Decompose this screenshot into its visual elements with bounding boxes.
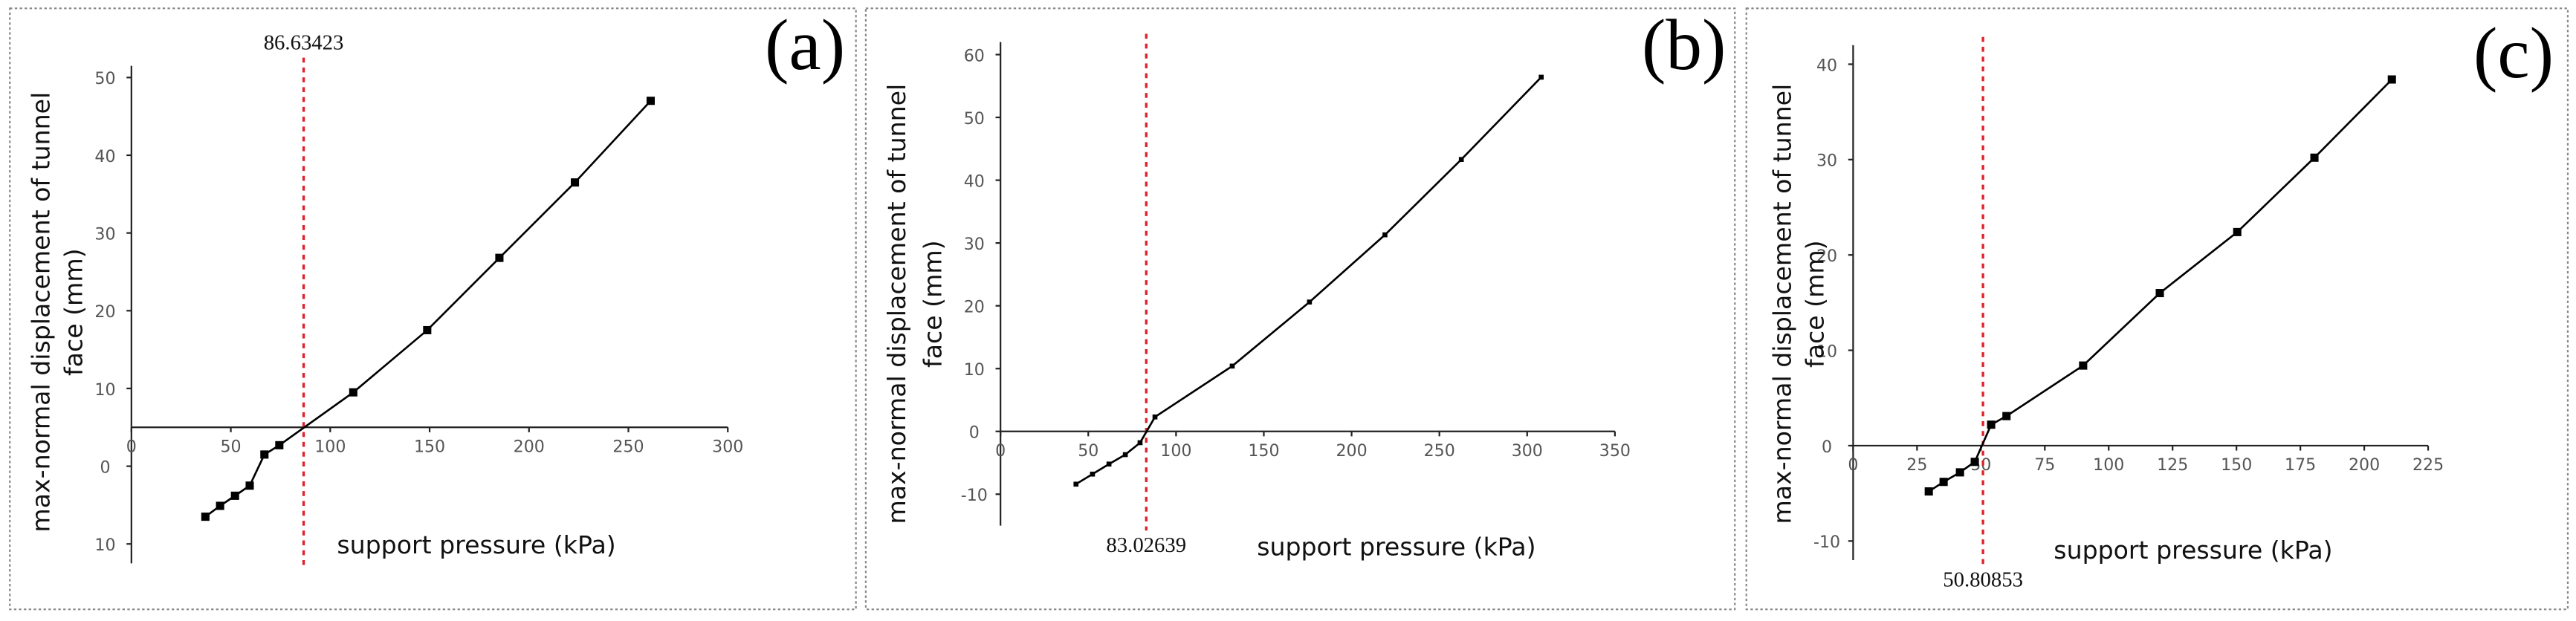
- panel-frame: [864, 7, 1736, 611]
- y-tick-label: 20: [94, 302, 115, 322]
- data-point: [571, 178, 580, 187]
- x-axis-label: support pressure (kPa): [2054, 536, 2332, 565]
- x-tick-label: 250: [1424, 441, 1455, 461]
- y-tick-label: 50: [94, 69, 115, 88]
- data-point: [1122, 452, 1128, 458]
- data-line: [1928, 79, 2393, 492]
- x-tick-label: 200: [2349, 455, 2380, 475]
- x-tick-label: 100: [1160, 441, 1191, 461]
- panel-label: (b): [1642, 5, 1726, 85]
- x-tick-label: 225: [2412, 455, 2444, 475]
- x-tick-label: 200: [514, 437, 545, 456]
- data-point: [2002, 412, 2011, 420]
- x-tick-label: 300: [1512, 441, 1543, 461]
- y-tick-label: 10: [94, 536, 115, 555]
- data-point: [1970, 458, 1979, 466]
- panel-label: (a): [765, 5, 845, 85]
- x-tick-label: 0: [1848, 455, 1858, 475]
- data-point: [1307, 299, 1313, 305]
- data-point: [1538, 74, 1544, 80]
- x-tick-label: 175: [2285, 455, 2316, 475]
- y-tick-label: 30: [964, 235, 985, 254]
- data-point: [1090, 471, 1096, 477]
- data-point: [1229, 363, 1235, 369]
- y-tick-label: 0: [100, 458, 110, 477]
- x-tick-label: 50: [221, 437, 242, 456]
- x-tick-label: 25: [1906, 455, 1927, 475]
- data-point: [216, 501, 224, 510]
- data-point: [423, 325, 432, 334]
- data-point: [2310, 153, 2319, 162]
- data-point: [260, 450, 269, 459]
- x-tick-label: 300: [712, 437, 743, 456]
- threshold-label: 50.80853: [1943, 568, 2023, 591]
- y-axis-label: face (mm): [919, 240, 948, 368]
- y-tick-label: 40: [964, 172, 985, 191]
- x-tick-label: 100: [2093, 455, 2124, 475]
- x-tick-label: 125: [2157, 455, 2188, 475]
- y-axis-label: max-normal displacement of tunnel: [882, 84, 911, 524]
- data-point: [2155, 289, 2164, 298]
- x-tick-label: 150: [2221, 455, 2252, 475]
- data-point: [2079, 361, 2088, 370]
- data-point: [1955, 468, 1964, 477]
- y-tick-label: 20: [1816, 247, 1837, 266]
- data-point: [275, 440, 284, 449]
- panel-label: (c): [2473, 13, 2554, 94]
- y-tick-label: 40: [94, 147, 115, 166]
- panel-frame: [9, 7, 857, 611]
- y-axis-label: max-normal displacement of tunnel: [26, 92, 55, 533]
- x-tick-label: 200: [1336, 441, 1367, 461]
- data-point: [1458, 157, 1464, 163]
- x-tick-label: 50: [1078, 441, 1098, 461]
- panel-frame: [1745, 7, 2569, 611]
- y-tick-label: 40: [1816, 56, 1837, 75]
- data-point: [646, 97, 655, 105]
- data-point: [1073, 481, 1079, 487]
- x-tick-label: 0: [126, 437, 137, 456]
- y-tick-label: 50: [964, 109, 985, 129]
- data-point: [1939, 478, 1948, 487]
- x-tick-label: 250: [612, 437, 644, 456]
- y-tick-label: 20: [964, 298, 985, 317]
- data-point: [1382, 232, 1388, 238]
- y-tick-label: 10: [1816, 342, 1837, 361]
- y-axis-label: face (mm): [1801, 240, 1830, 368]
- y-tick-label: -10: [961, 486, 988, 505]
- data-point: [230, 491, 239, 500]
- x-axis-label: support pressure (kPa): [337, 530, 615, 559]
- x-tick-label: 150: [414, 437, 445, 456]
- data-point: [1137, 440, 1143, 446]
- x-tick-label: 350: [1599, 441, 1631, 461]
- y-axis-label: face (mm): [59, 248, 88, 376]
- y-tick-label: 10: [94, 380, 115, 400]
- data-point: [1924, 487, 1933, 496]
- data-point: [495, 253, 504, 262]
- x-tick-label: 100: [314, 437, 346, 456]
- data-point: [1106, 461, 1112, 467]
- data-point: [349, 388, 357, 397]
- data-point: [1152, 414, 1158, 420]
- y-tick-label: 0: [1822, 438, 1832, 457]
- x-tick-label: 75: [2034, 455, 2055, 475]
- x-tick-label: 150: [1248, 441, 1279, 461]
- data-point: [201, 513, 210, 521]
- y-tick-label: 30: [1816, 152, 1837, 171]
- data-point: [2233, 227, 2242, 236]
- x-tick-label: 0: [995, 441, 1006, 461]
- data-point: [1987, 420, 1996, 429]
- y-tick-label: -10: [1813, 533, 1840, 552]
- threshold-label: 86.63423: [264, 31, 344, 55]
- y-tick-label: 0: [969, 423, 980, 443]
- x-axis-label: support pressure (kPa): [1257, 532, 1535, 561]
- data-point: [245, 481, 254, 490]
- y-tick-label: 10: [964, 360, 985, 380]
- y-tick-label: 60: [964, 46, 985, 65]
- threshold-label: 83.02639: [1106, 533, 1186, 557]
- y-axis-label: max-normal displacement of tunnel: [1767, 84, 1796, 524]
- data-point: [2387, 75, 2396, 84]
- y-tick-label: 30: [94, 224, 115, 244]
